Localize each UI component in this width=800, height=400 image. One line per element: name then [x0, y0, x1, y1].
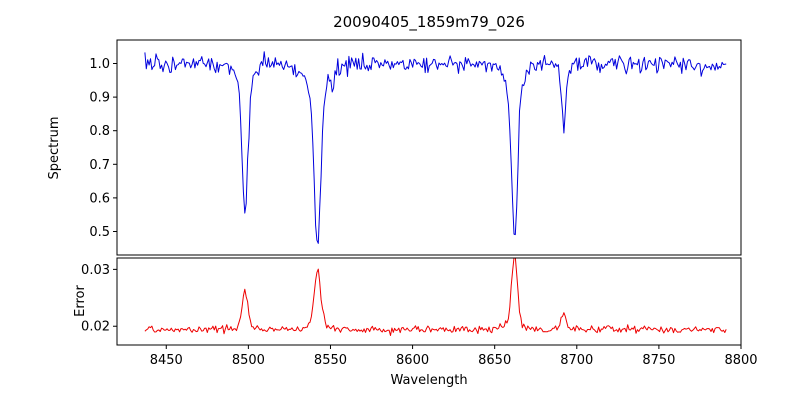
x-axis-label: Wavelength [390, 373, 467, 388]
x-tick-label: 8650 [478, 353, 511, 368]
axes-layer: 0.5 0.6 0.7 0.8 0.9 1.0 0.02 0.03 8450 8500 8550 86… [81, 39, 758, 368]
spectrum-axis-label: Spectrum [47, 117, 62, 180]
error-y-tick-label: 0.03 [81, 263, 110, 278]
x-tick-label: 8750 [642, 353, 675, 368]
x-tick-label: 8550 [314, 353, 347, 368]
spectrum-y-tick-label: 0.9 [89, 91, 110, 106]
x-tick-label: 8800 [724, 353, 757, 368]
spectrum-y-tick-label: 1.0 [89, 57, 110, 72]
spectrum-y-tick-label: 0.8 [89, 124, 110, 139]
spectrum-panel-border [116, 39, 742, 256]
spectrum-y-tick-label: 0.7 [89, 158, 110, 173]
x-tick-label: 8450 [150, 353, 183, 368]
spectrum-line [144, 51, 727, 244]
error-y-tick-label: 0.02 [81, 320, 110, 335]
spectrum-y-tick-label: 0.6 [89, 191, 110, 206]
x-tick-label: 8500 [232, 353, 265, 368]
series-layer [144, 51, 727, 336]
spectrum-y-tick-label: 0.5 [89, 225, 110, 240]
x-tick-label: 8600 [396, 353, 429, 368]
error-axis-label: Error [73, 285, 88, 317]
chart-title: 20090405_1859m79_026 [333, 13, 525, 32]
x-tick-label: 8700 [560, 353, 593, 368]
error-line [144, 258, 727, 336]
error-panel-border [116, 257, 742, 346]
